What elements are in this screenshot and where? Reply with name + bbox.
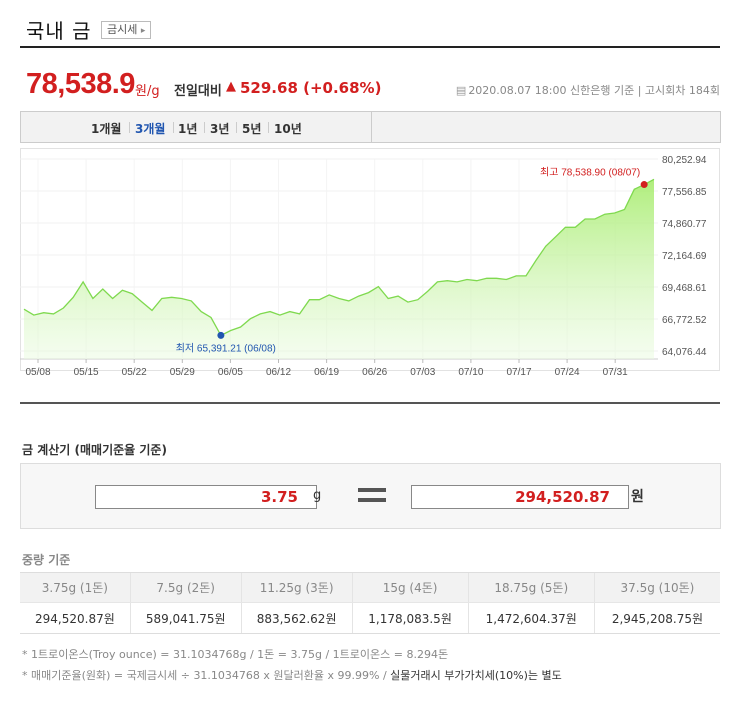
table-header: 7.5g (2돈): [129, 572, 242, 603]
tab-1m[interactable]: 1개월: [91, 122, 122, 136]
table-header: 18.75g (5돈): [467, 572, 595, 603]
y-tick-label: 74,860.77: [662, 219, 707, 230]
x-tick-label: 07/24: [555, 367, 580, 378]
max-label: 최고 78,538.90 (08/07): [540, 167, 640, 179]
table-header: 11.25g (3돈): [240, 572, 353, 603]
tab-5y[interactable]: 5년: [242, 122, 262, 136]
result-unit: 원: [631, 489, 644, 505]
series-line: [23, 178, 655, 337]
x-tick-label: 06/26: [362, 367, 387, 378]
x-tick-label: 06/05: [218, 367, 243, 378]
gold-price-link-label: 금시세: [107, 23, 138, 36]
calculator-title-text: 금 계산기: [22, 443, 71, 457]
table-cell: 1,178,083.5원: [351, 602, 469, 634]
x-tick-label: 06/19: [314, 367, 339, 378]
weight-input-value: 3.75: [260, 488, 298, 506]
period-tab-group: 1개월 3개월 1년 3년 5년 10년: [21, 112, 372, 142]
x-tick-label: 06/12: [266, 367, 291, 378]
x-tick-label: 07/31: [603, 367, 628, 378]
max-point: [640, 181, 648, 189]
chevron-right-icon: ▸: [140, 26, 146, 36]
tab-1y[interactable]: 1년: [178, 122, 198, 136]
x-tick-label: 05/08: [25, 367, 50, 378]
price-chart: 80,252.94 77,556.85 74,860.77 72,164.69 69,4…: [20, 148, 720, 378]
section-divider: [20, 402, 720, 404]
calendar-icon: ▤: [455, 84, 467, 97]
table-cell: 2,945,208.75원: [593, 602, 720, 634]
table-row: 294,520.87원 589,041.75원 883,562.62원 1,17…: [20, 602, 720, 634]
table-cell: 883,562.62원: [240, 602, 353, 634]
price-summary: 78,538.9 원/g 전일대비 ▲ 529.68 (+0.68%) ▤ 202…: [26, 68, 720, 104]
tab-3y[interactable]: 3년: [210, 122, 230, 136]
tab-divider: [173, 122, 174, 133]
gold-price-link[interactable]: 금시세 ▸: [101, 21, 152, 39]
min-point: [217, 331, 225, 339]
tab-3m[interactable]: 3개월: [135, 122, 166, 136]
series-area: [24, 179, 654, 359]
change-label: 전일대비: [174, 84, 222, 99]
period-tabs: 1개월 3개월 1년 3년 5년 10년: [20, 111, 721, 143]
price-unit: 원/g: [135, 84, 160, 99]
y-tick-label: 72,164.69: [662, 251, 707, 262]
note-vat: 실물거래시 부가가치세(10%)는 별도: [390, 669, 562, 682]
calculator-title: 금 계산기 (매매기준율 기준): [22, 441, 167, 458]
table-cell: 589,041.75원: [129, 602, 242, 634]
weight-input[interactable]: 3.75: [95, 485, 317, 509]
tab-divider: [268, 122, 269, 133]
y-tick-label: 66,772.52: [662, 315, 707, 326]
equals-icon: [358, 488, 386, 504]
table-cell: 1,472,604.37원: [467, 602, 595, 634]
y-tick-label: 80,252.94: [662, 155, 707, 166]
tab-divider: [236, 122, 237, 133]
x-tick-label: 07/10: [458, 367, 483, 378]
calculator-subtitle: (매매기준율 기준): [74, 443, 167, 457]
gold-calculator: 3.75 g 294,520.87 원: [20, 463, 721, 529]
result-field[interactable]: 294,520.87: [411, 485, 629, 509]
change-value: 529.68 (+0.68%): [240, 79, 382, 97]
min-label: 최저 65,391.21 (06/08): [176, 342, 276, 354]
weight-table: 3.75g (1돈) 7.5g (2돈) 11.25g (3돈) 15g (4돈…: [20, 572, 720, 634]
tab-divider: [204, 122, 205, 133]
note-troy-ounce: * 1트로이온스(Troy ounce) = 31.1034768g / 1돈 …: [22, 648, 449, 661]
table-header-row: 3.75g (1돈) 7.5g (2돈) 11.25g (3돈) 15g (4돈…: [20, 572, 720, 603]
page-header: 국내 금 금시세 ▸: [20, 6, 720, 48]
current-price: 78,538.9: [26, 68, 135, 100]
x-tick-label: 05/22: [122, 367, 147, 378]
table-cell: 294,520.87원: [20, 602, 131, 634]
price-meta: ▤ 2020.08.07 18:00 신한은행 기준 | 고시회차 184회: [456, 82, 720, 98]
y-tick-label: 69,468.61: [662, 283, 707, 294]
table-header: 3.75g (1돈): [20, 572, 131, 603]
up-triangle-icon: ▲: [226, 79, 236, 94]
note-exchange-rate: * 매매기준율(원화) = 국제금시세 ÷ 31.1034768 x 원달러환율…: [22, 667, 562, 683]
y-tick-label: 77,556.85: [662, 187, 707, 198]
price-meta-text: 2020.08.07 18:00 신한은행 기준 | 고시회차 184회: [468, 84, 720, 97]
note-exchange-rate-formula: * 매매기준율(원화) = 국제금시세 ÷ 31.1034768 x 원달러환율…: [22, 669, 391, 682]
x-tick-label: 07/17: [506, 367, 531, 378]
result-value: 294,520.87: [515, 488, 610, 506]
weight-unit: g: [313, 488, 322, 503]
table-header: 15g (4돈): [351, 572, 469, 603]
table-header: 37.5g (10돈): [593, 572, 720, 603]
x-tick-label: 07/03: [410, 367, 435, 378]
chart-frame: [20, 148, 720, 371]
page-title: 국내 금: [26, 19, 92, 43]
x-tick-label: 05/29: [170, 367, 195, 378]
tab-divider: [129, 122, 130, 133]
y-tick-label: 64,076.44: [662, 347, 707, 358]
x-tick-label: 05/15: [74, 367, 99, 378]
weight-section-title: 중량 기준: [22, 553, 71, 567]
tab-10y[interactable]: 10년: [274, 122, 302, 136]
